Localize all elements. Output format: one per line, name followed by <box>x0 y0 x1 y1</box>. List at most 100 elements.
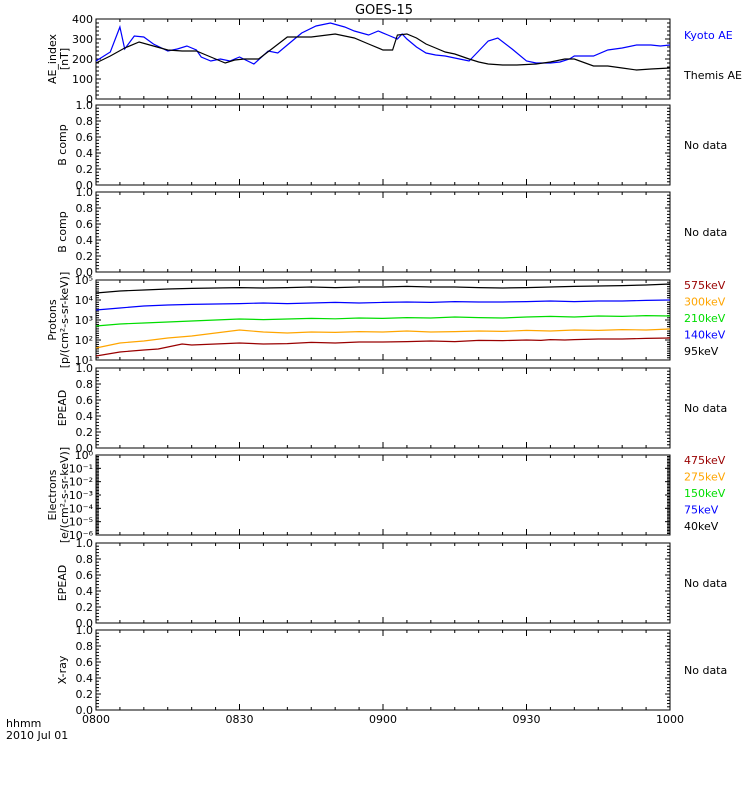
series-line <box>95 314 671 327</box>
time-tick-label: 1000 <box>656 713 684 726</box>
y-tick-label: 0.4 <box>76 410 94 423</box>
y-tick-label: 10¹ <box>75 354 93 367</box>
y-tick-label: 0.6 <box>76 218 94 231</box>
series-line <box>95 33 671 71</box>
y-tick-label: 0.4 <box>76 147 94 160</box>
legend-entry: 40keV <box>684 520 719 533</box>
no-data-label: No data <box>684 664 727 677</box>
y-axis-label: [p/(cm²-s-sr-keV)] <box>58 272 71 369</box>
y-tick-label: 0.0 <box>76 442 94 455</box>
y-axis-label: EPEAD <box>56 390 69 427</box>
y-tick-label: 0.4 <box>76 672 94 685</box>
panel-epead2: 0.0 0.2 0.4 0.6 0.8 1.0 EPEAD No data <box>56 537 727 630</box>
y-tick-label: 1.0 <box>76 99 94 112</box>
y-tick-label: 0.2 <box>76 601 94 614</box>
time-corner-label: hhmm <box>6 717 41 730</box>
y-tick-label: 0.8 <box>76 640 94 653</box>
series-line <box>95 283 671 294</box>
y-tick-label: 0.0 <box>76 617 94 630</box>
legend-entry: 95keV <box>684 345 719 358</box>
y-axis-label: B comp <box>56 124 69 166</box>
y-tick-label: 10⁰ <box>75 449 94 462</box>
y-tick-label: 10⁻³ <box>69 489 93 502</box>
y-tick-label: 10⁻⁵ <box>69 516 93 529</box>
y-axis-label: EPEAD <box>56 565 69 602</box>
y-tick-label: 10² <box>75 334 93 347</box>
legend-entry: 275keV <box>684 471 726 484</box>
plot-title: GOES-15 <box>355 3 413 18</box>
y-tick-label: 0.6 <box>76 131 94 144</box>
y-tick-label: 0.0 <box>76 266 94 279</box>
y-tick-label: 0.2 <box>76 163 94 176</box>
time-tick-label: 0930 <box>513 713 541 726</box>
panel-epead1: 0.0 0.2 0.4 0.6 0.8 1.0 EPEAD No data <box>56 362 727 455</box>
y-axis-label: [e/(cm²-s-sr-keV)] <box>58 447 71 543</box>
y-axis-label: [nT] <box>58 48 71 70</box>
y-tick-label: 0.6 <box>76 394 94 407</box>
series-line <box>95 299 671 311</box>
legend-entry: Kyoto AE <box>684 29 733 42</box>
legend-entry: 210keV <box>684 312 726 325</box>
panel-ae: 0 100 200 300 400 AE_index [nT] Kyoto AE Themis … <box>46 13 742 106</box>
y-tick-label: 1.0 <box>76 362 94 375</box>
panel-xray: 0.0 0.2 0.4 0.6 0.8 1.0 X-ray No data <box>56 624 727 717</box>
panel-protons: 10¹ 10² 10³ 10⁴ 10⁵ Protons [p/(cm²-s-sr-keV)]… <box>46 272 726 369</box>
panels: 0 100 200 300 400 AE_index [nT] Kyoto AE Themis … <box>46 13 742 717</box>
y-tick-label: 10⁴ <box>75 294 94 307</box>
y-tick-label: 200 <box>72 53 93 66</box>
y-axis-label: AE_index <box>46 33 59 84</box>
series-line <box>95 337 671 357</box>
y-tick-label: 0.8 <box>76 553 94 566</box>
legend-entry: 75keV <box>684 504 719 517</box>
panel-b1: 0.0 0.2 0.4 0.6 0.8 1.0 B comp No data <box>56 99 727 192</box>
time-tick-label: 0830 <box>226 713 254 726</box>
y-tick-label: 0.6 <box>76 569 94 582</box>
y-tick-label: 10⁻² <box>69 476 93 489</box>
legend-entry: Themis AE <box>683 69 742 82</box>
legend-entry: 575keV <box>684 279 726 292</box>
y-tick-label: 10⁻⁶ <box>69 529 94 542</box>
y-axis-label: B comp <box>56 211 69 253</box>
y-axis-label: Electrons <box>46 469 59 520</box>
y-tick-label: 0.4 <box>76 585 94 598</box>
y-tick-label: 300 <box>72 33 93 46</box>
y-tick-label: 0.0 <box>76 704 94 717</box>
y-tick-label: 0.2 <box>76 426 94 439</box>
series-line <box>95 328 671 349</box>
y-tick-label: 10⁻¹ <box>69 462 93 475</box>
no-data-label: No data <box>684 402 727 415</box>
no-data-label: No data <box>684 577 727 590</box>
y-tick-label: 0.2 <box>76 250 94 263</box>
y-tick-label: 0.8 <box>76 115 94 128</box>
y-tick-label: 400 <box>72 13 93 26</box>
no-data-label: No data <box>684 226 727 239</box>
panel-b2: 0.0 0.2 0.4 0.6 0.8 1.0 B comp No data <box>56 186 727 279</box>
y-tick-label: 10³ <box>75 314 93 327</box>
y-tick-label: 0 <box>86 93 93 106</box>
date-label: 2010 Jul 01 <box>6 729 68 742</box>
y-axis-label: Protons <box>46 299 59 340</box>
no-data-label: No data <box>684 139 727 152</box>
legend-entry: 475keV <box>684 454 726 467</box>
time-tick-label: 0900 <box>369 713 397 726</box>
legend-entry: 140keV <box>684 329 726 342</box>
y-tick-label: 1.0 <box>76 624 94 637</box>
y-tick-label: 0.8 <box>76 378 94 391</box>
y-tick-label: 0.8 <box>76 202 94 215</box>
y-tick-label: 0.4 <box>76 234 94 247</box>
y-tick-label: 0.2 <box>76 688 94 701</box>
y-tick-label: 1.0 <box>76 537 94 550</box>
y-tick-label: 10⁻⁴ <box>69 502 94 515</box>
y-tick-label: 100 <box>72 73 93 86</box>
y-tick-label: 0.0 <box>76 179 94 192</box>
y-tick-label: 10⁵ <box>75 274 93 287</box>
time-tick-label: 0800 <box>82 713 110 726</box>
y-tick-label: 0.6 <box>76 656 94 669</box>
y-tick-label: 1.0 <box>76 186 94 199</box>
legend-entry: 300keV <box>684 296 726 309</box>
y-axis-label: X-ray <box>56 655 69 684</box>
time-axis: hhmm 2010 Jul 01 0800 0830 0900 0930 1000 <box>6 713 684 742</box>
